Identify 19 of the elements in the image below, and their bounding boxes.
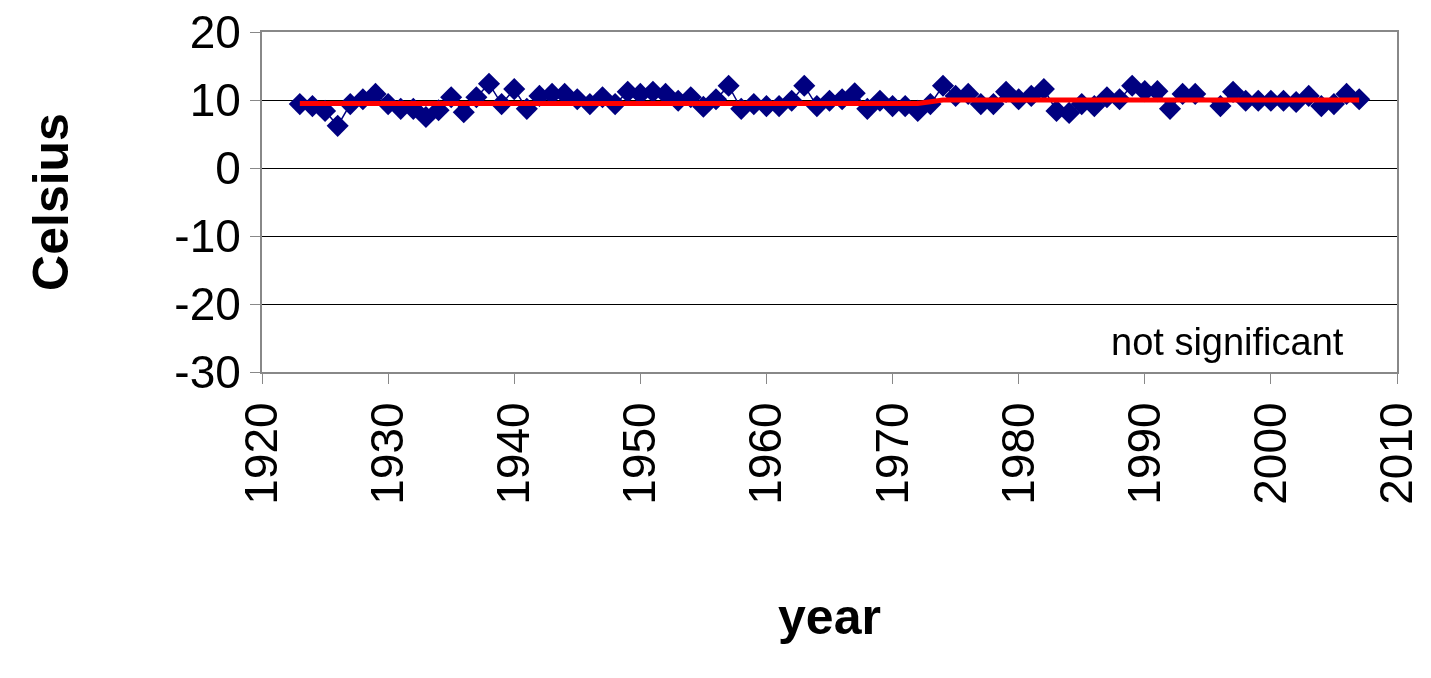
x-tick-label: 1970 <box>865 402 918 505</box>
x-tick-label: 1980 <box>991 402 1044 505</box>
x-tick-label: 1990 <box>1117 402 1170 505</box>
y-tick-label: 0 <box>215 142 241 195</box>
y-tick-label: -20 <box>174 278 241 331</box>
x-tick-label: 1940 <box>487 402 540 505</box>
x-tick-label: 2000 <box>1243 402 1296 505</box>
y-tick-label: 20 <box>189 6 241 59</box>
x-tick-label: 1950 <box>613 402 666 505</box>
x-tick-label: 1960 <box>739 402 792 505</box>
annotation: not significant <box>1111 321 1344 363</box>
y-tick-label: -30 <box>174 346 241 399</box>
x-tick-label: 1920 <box>234 402 287 505</box>
x-tick-label: 2010 <box>1369 402 1422 505</box>
y-axis-title: Celsius <box>22 113 79 291</box>
y-tick-label: 10 <box>189 74 241 127</box>
x-axis-title: year <box>778 588 881 645</box>
y-tick-label: -10 <box>174 210 241 263</box>
x-tick-label: 1930 <box>361 402 414 505</box>
